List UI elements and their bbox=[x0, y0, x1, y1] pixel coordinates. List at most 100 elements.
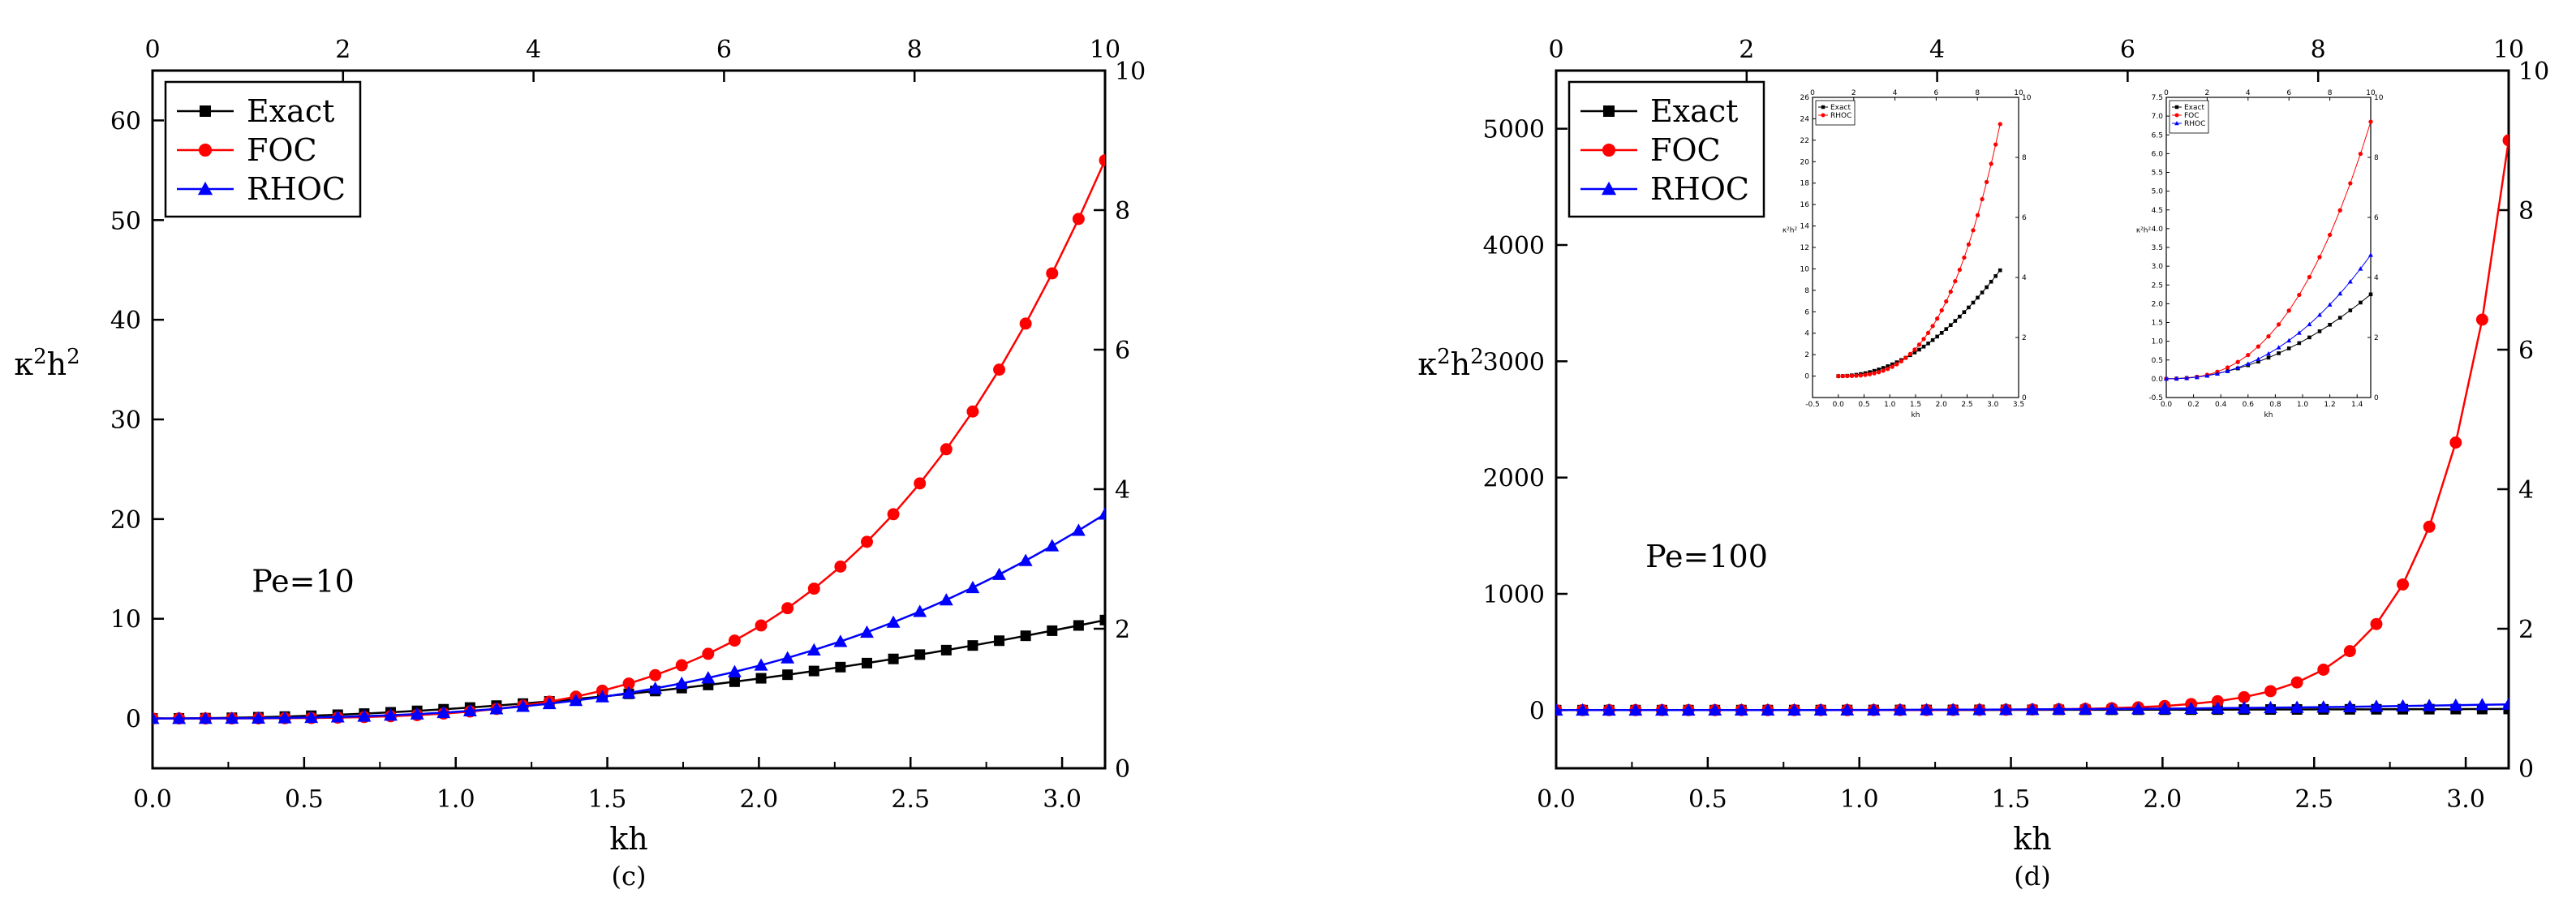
data-point-rhoc bbox=[1681, 703, 1696, 716]
inset-data-point-rhoc bbox=[1872, 371, 1877, 376]
data-point-exact bbox=[967, 640, 978, 651]
inset-data-point-exact bbox=[1967, 305, 1971, 310]
data-point-rhoc bbox=[992, 567, 1007, 580]
data-point-foc bbox=[2502, 134, 2509, 147]
top-tick-label: 2 bbox=[335, 36, 350, 64]
right-tick-label: 6 bbox=[1115, 337, 1130, 365]
series-layer bbox=[1556, 134, 2509, 716]
inset-data-point-exact bbox=[1971, 300, 1976, 305]
pe-annotation: Pe=10 bbox=[252, 564, 355, 600]
data-point-rhoc bbox=[1708, 703, 1722, 716]
top-tick-label: 4 bbox=[1929, 36, 1945, 64]
inset-data-point-rhoc bbox=[2327, 302, 2333, 307]
inset-data-point-rhoc bbox=[1984, 179, 1989, 185]
inset-data-point-foc bbox=[2337, 208, 2342, 213]
data-point-rhoc bbox=[1098, 507, 1105, 520]
panel-caption: (d) bbox=[2014, 861, 2050, 892]
inset-data-point-exact bbox=[1939, 331, 1944, 335]
inset-data-point-exact bbox=[1877, 368, 1881, 372]
inset-data-point-rhoc bbox=[1899, 359, 1903, 363]
inset-y-tick-label: 26 bbox=[1800, 94, 1810, 102]
inset-x-tick-label: 1.4 bbox=[2351, 401, 2363, 409]
inset-right-tick-label: 0 bbox=[2022, 394, 2027, 402]
data-point-rhoc bbox=[569, 694, 583, 707]
x-tick-label: 1.5 bbox=[588, 785, 627, 814]
right-tick-label: 4 bbox=[1115, 476, 1130, 505]
inset-x-tick-label: 0.5 bbox=[1858, 401, 1869, 409]
right-tick-label: 2 bbox=[2518, 616, 2534, 644]
data-point-rhoc bbox=[2025, 702, 2040, 716]
inset-data-point-rhoc bbox=[2174, 376, 2179, 381]
inset-x-tick-label: 2.5 bbox=[1961, 401, 1972, 409]
inset-data-point-exact bbox=[1962, 310, 1967, 314]
inset-y-tick-label: 8 bbox=[1804, 287, 1809, 295]
inset-data-point-rhoc bbox=[1849, 373, 1855, 379]
inset-data-point-exact bbox=[1953, 319, 1958, 323]
inset-y-tick-label: 0.0 bbox=[2152, 376, 2164, 384]
inset-data-point-rhoc bbox=[2276, 345, 2281, 350]
inset-y-tick-label: 22 bbox=[1800, 137, 1809, 145]
inset-data-point-rhoc bbox=[1858, 373, 1864, 378]
inset-data-point-foc bbox=[2368, 119, 2373, 124]
inset-y-tick-label: 18 bbox=[1800, 180, 1810, 188]
inset-x-tick-label: 1.0 bbox=[1884, 401, 1896, 409]
inset-y-tick-label: 16 bbox=[1800, 201, 1810, 209]
inset-data-point-exact bbox=[1976, 295, 1980, 300]
inset-data-point-exact bbox=[1886, 364, 1890, 368]
inset-legend-label: Exact bbox=[1830, 104, 1851, 112]
inset-y-tick-label: 6 bbox=[1804, 308, 1809, 316]
y-tick-label: 3000 bbox=[1483, 348, 1545, 376]
inset-top-tick-label: 2 bbox=[1851, 89, 1856, 97]
data-point-exact bbox=[835, 661, 846, 673]
inset-data-point-rhoc bbox=[1845, 373, 1850, 379]
data-point-foc bbox=[966, 405, 979, 418]
inset-legend-label: Exact bbox=[2184, 104, 2204, 112]
data-point-foc bbox=[622, 677, 635, 690]
data-point-rhoc bbox=[754, 658, 768, 671]
inset-frame bbox=[1812, 97, 2019, 398]
inset-x-tick-label: 0.6 bbox=[2243, 401, 2255, 409]
inset-data-point-foc bbox=[2348, 181, 2353, 186]
inset-data-point-exact bbox=[2368, 292, 2373, 297]
y-tick-label: 10 bbox=[110, 606, 141, 634]
inset-data-point-exact bbox=[1944, 327, 1949, 331]
data-point-rhoc bbox=[2449, 698, 2463, 711]
legend-label: Exact bbox=[247, 93, 334, 129]
legend-marker bbox=[197, 181, 213, 196]
data-point-rhoc bbox=[277, 711, 292, 724]
data-point-rhoc bbox=[1866, 703, 1881, 716]
inset-data-point-foc bbox=[2286, 308, 2291, 313]
legend-label: FOC bbox=[1650, 132, 1721, 168]
data-point-rhoc bbox=[2422, 699, 2436, 711]
inset-data-point-exact bbox=[1926, 342, 1930, 346]
inset-right-tick-label: 8 bbox=[2374, 154, 2379, 162]
inset-data-point-exact bbox=[1935, 334, 1939, 339]
inset-data-point-rhoc bbox=[1921, 337, 1926, 342]
data-point-foc bbox=[807, 582, 820, 595]
inset-y-tick-label: 0.5 bbox=[2152, 357, 2163, 365]
legend-label: RHOC bbox=[247, 171, 346, 207]
y-tick-label: 0 bbox=[126, 706, 141, 734]
data-point-exact bbox=[914, 649, 926, 660]
inset-data-point-rhoc bbox=[2194, 374, 2200, 380]
data-point-rhoc bbox=[2237, 701, 2251, 714]
legend-label: FOC bbox=[247, 132, 317, 168]
y-tick-label: 1000 bbox=[1483, 581, 1545, 609]
data-point-rhoc bbox=[2131, 702, 2145, 715]
data-point-rhoc bbox=[1071, 523, 1086, 536]
inset-data-point-exact bbox=[1930, 337, 1935, 342]
inset-top-tick-label: 6 bbox=[1934, 89, 1939, 97]
inset-data-point-rhoc bbox=[2164, 376, 2169, 381]
x-axis-title: kh bbox=[2013, 821, 2052, 857]
data-point-foc bbox=[2211, 694, 2224, 707]
inset-data-point-exact bbox=[1890, 362, 1894, 367]
inset-top-tick-label: 4 bbox=[1893, 89, 1898, 97]
inset-data-point-exact bbox=[1998, 268, 2002, 273]
x-tick-label: 2.5 bbox=[891, 785, 930, 814]
data-point-rhoc bbox=[384, 708, 398, 721]
data-point-rhoc bbox=[965, 580, 980, 594]
inset-data-point-foc bbox=[2307, 274, 2312, 280]
inset-data-point-rhoc bbox=[2317, 312, 2322, 317]
